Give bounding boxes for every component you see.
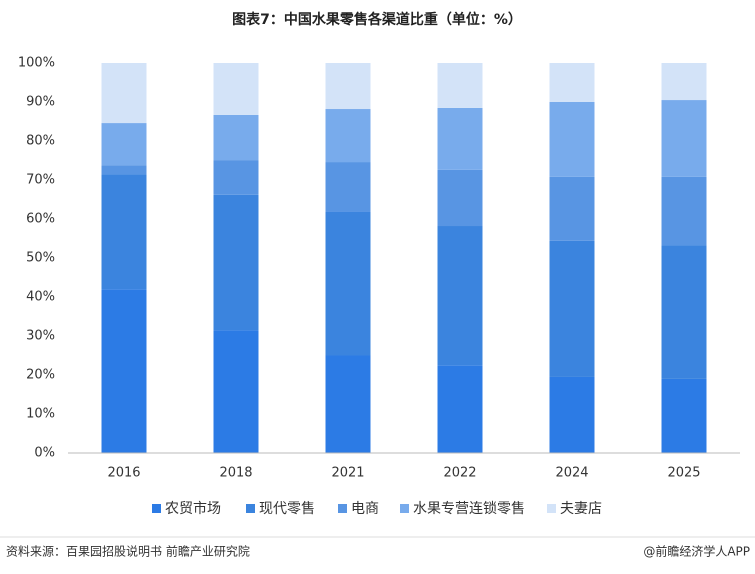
legend-label: 现代零售 bbox=[259, 501, 315, 517]
bar-segment bbox=[325, 63, 371, 110]
legend-label: 水果专营连锁零售 bbox=[413, 501, 525, 517]
bar-segment bbox=[437, 169, 483, 227]
bar-segment bbox=[549, 240, 595, 377]
legend-label: 电商 bbox=[351, 501, 379, 517]
y-tick-label: 40% bbox=[26, 290, 55, 305]
credit: @前瞻经济学人APP bbox=[643, 544, 750, 559]
bar-segment bbox=[549, 63, 595, 102]
bar-segment bbox=[213, 194, 259, 331]
legend-swatch bbox=[400, 504, 409, 513]
source: 资料来源：百果园招股说明书 前瞻产业研究院 bbox=[6, 544, 250, 559]
x-tick-label: 2025 bbox=[667, 466, 700, 481]
bar-segment bbox=[437, 63, 483, 108]
y-tick-label: 10% bbox=[26, 407, 55, 422]
bar-segment bbox=[101, 174, 147, 290]
y-tick-label: 70% bbox=[26, 173, 55, 188]
y-tick-label: 60% bbox=[26, 212, 55, 227]
y-tick-label: 100% bbox=[18, 56, 55, 71]
bar-segment bbox=[661, 176, 707, 246]
y-tick-label: 80% bbox=[26, 134, 55, 149]
bar-segment bbox=[213, 160, 259, 195]
bar-segment bbox=[101, 289, 147, 453]
bar-segment bbox=[549, 176, 595, 241]
bar-segment bbox=[101, 165, 147, 175]
bar-segment bbox=[549, 102, 595, 177]
legend-swatch bbox=[152, 504, 161, 513]
x-tick-label: 2024 bbox=[555, 466, 588, 481]
x-tick-label: 2016 bbox=[107, 466, 140, 481]
y-tick-label: 90% bbox=[26, 95, 55, 110]
bar-segment bbox=[325, 211, 371, 356]
y-tick-label: 20% bbox=[26, 368, 55, 383]
bar-segment bbox=[549, 376, 595, 453]
x-tick-label: 2018 bbox=[219, 466, 252, 481]
bar-segment bbox=[661, 245, 707, 379]
legend-swatch bbox=[246, 504, 255, 513]
legend-swatch bbox=[547, 504, 556, 513]
legend-label: 夫妻店 bbox=[560, 501, 602, 517]
bar-segment bbox=[325, 109, 371, 163]
x-tick-label: 2022 bbox=[443, 466, 476, 481]
bar-segment bbox=[437, 365, 483, 453]
bar-segment bbox=[437, 226, 483, 366]
bar-segment bbox=[101, 63, 147, 124]
legend-swatch bbox=[338, 504, 347, 513]
bar-segment bbox=[101, 123, 147, 166]
bar-segment bbox=[325, 355, 371, 453]
bar-segment bbox=[661, 100, 707, 177]
x-tick-label: 2021 bbox=[331, 466, 364, 481]
bar-segment bbox=[661, 63, 707, 101]
bar-segment bbox=[213, 330, 259, 453]
y-tick-label: 30% bbox=[26, 329, 55, 344]
bar-segment bbox=[437, 107, 483, 170]
bar-segment bbox=[213, 63, 259, 115]
bar-segment bbox=[661, 378, 707, 453]
bar-segment bbox=[325, 162, 371, 212]
y-tick-label: 0% bbox=[34, 446, 55, 461]
bar-segment bbox=[213, 114, 259, 161]
y-tick-label: 50% bbox=[26, 251, 55, 266]
legend-label: 农贸市场 bbox=[165, 500, 221, 517]
chart-title: 图表7：中国水果零售各渠道比重（单位：%） bbox=[232, 11, 522, 28]
